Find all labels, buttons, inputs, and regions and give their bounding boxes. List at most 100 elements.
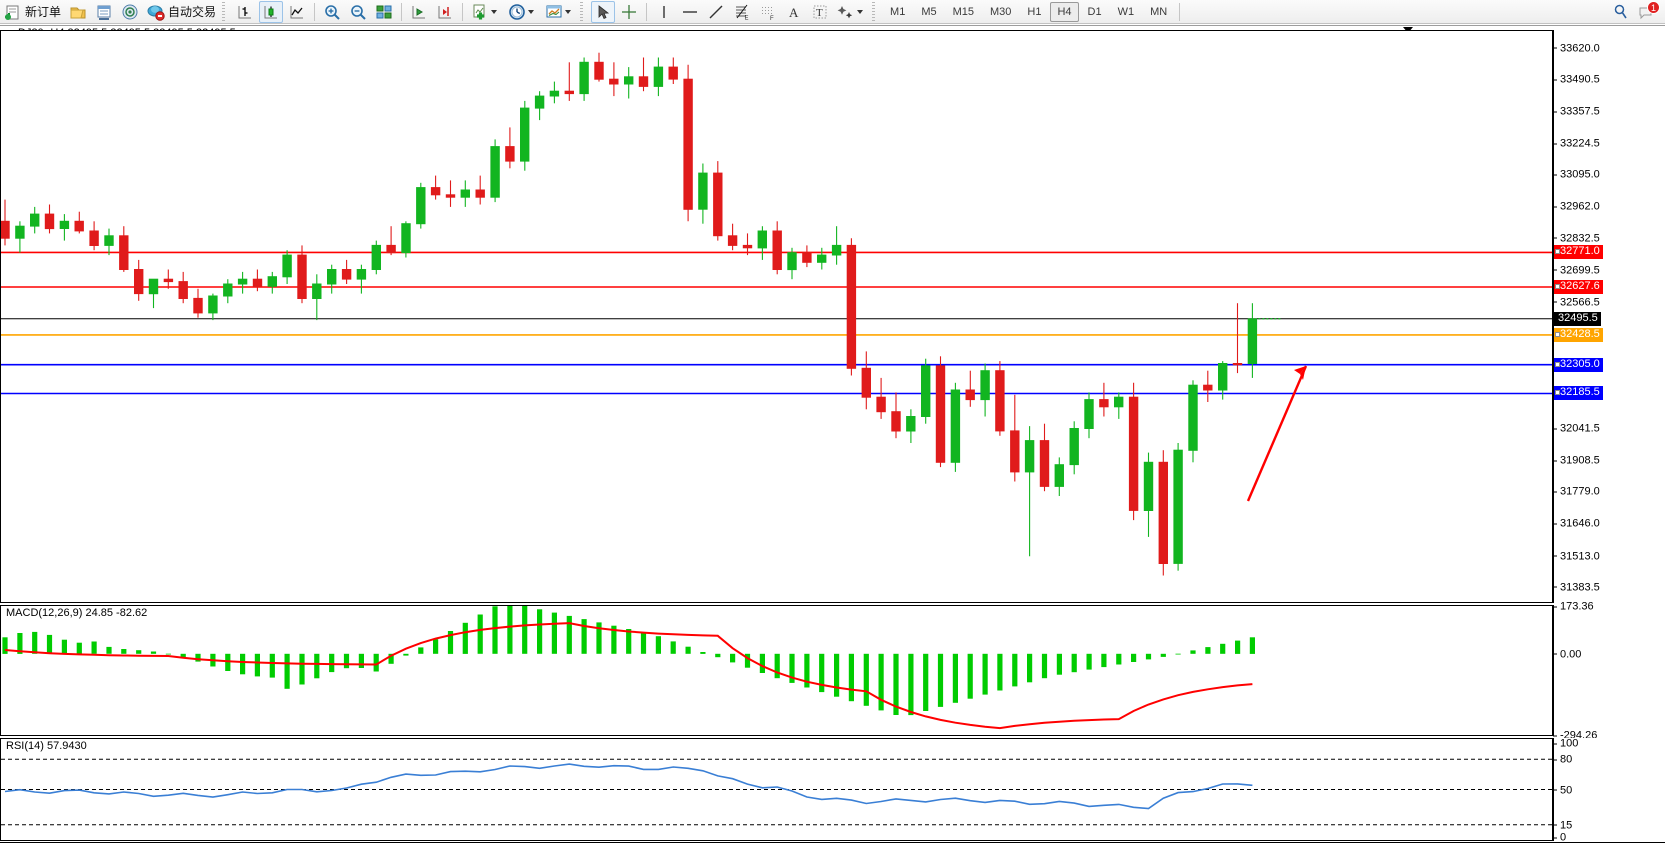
- zoom-in-button[interactable]: [320, 1, 344, 23]
- templates-icon: [545, 3, 563, 21]
- search-icon: [1612, 3, 1630, 21]
- price-tick: 32041.5: [1553, 423, 1600, 435]
- period-caret-icon[interactable]: [528, 9, 535, 14]
- svg-text:A: A: [789, 5, 799, 20]
- text-label-icon: A: [785, 3, 803, 21]
- templates-button[interactable]: [542, 1, 577, 23]
- rsi-axis: 100 80 50 15 0: [1553, 738, 1665, 844]
- macd-tick: 0.00: [1553, 648, 1581, 660]
- pivot-line-badge[interactable]: 32428.5: [1554, 327, 1603, 342]
- channel-icon: F: [759, 3, 777, 22]
- timeframe-w1[interactable]: W1: [1117, 5, 1135, 18]
- add-indicator-icon: [471, 3, 489, 21]
- rsi-tick: 80: [1553, 754, 1572, 766]
- data-window-button[interactable]: [92, 1, 116, 23]
- macd-label: MACD(12,26,9) 24.85 -82.62: [5, 607, 149, 619]
- toolbar-grip-1[interactable]: [222, 1, 229, 22]
- price-tick: 33095.0: [1553, 169, 1600, 181]
- zoom-out-button[interactable]: [346, 1, 370, 23]
- rsi-pane[interactable]: RSI(14) 57.9430: [0, 738, 1553, 841]
- horizontal-line-button[interactable]: [678, 1, 702, 23]
- toolbar-grip-3[interactable]: [872, 1, 879, 22]
- new-order-button[interactable]: 新订单: [1, 1, 64, 23]
- timeframe-m1[interactable]: M1: [890, 5, 906, 18]
- timeframe-m15[interactable]: M15: [952, 5, 974, 18]
- rsi-label: RSI(14) 57.9430: [5, 740, 88, 752]
- support-line-1-badge[interactable]: 32305.0: [1554, 357, 1603, 372]
- rsi-tick: 0: [1553, 832, 1566, 844]
- scroll-end-button[interactable]: [433, 1, 457, 23]
- timeframe-m5[interactable]: M5: [921, 5, 937, 18]
- time-axis[interactable]: 27 Feb 202328 Feb 00:0028 Feb 16:001 Mar…: [0, 842, 1665, 844]
- tile-windows-button[interactable]: [372, 1, 396, 23]
- svg-text:F: F: [770, 16, 774, 21]
- objects-caret-icon[interactable]: [857, 9, 864, 14]
- support-line-2-badge[interactable]: 32185.5: [1554, 386, 1603, 401]
- templates-caret-icon[interactable]: [565, 9, 572, 14]
- price-tick: 31908.5: [1553, 455, 1600, 467]
- price-tick: 33224.5: [1553, 138, 1600, 150]
- text-label-button[interactable]: A: [782, 1, 806, 23]
- scroll-end-icon: [436, 3, 454, 21]
- fibonacci-button[interactable]: E: [730, 1, 754, 23]
- add-indicator-caret-icon[interactable]: [491, 9, 498, 14]
- current-price-line-badge[interactable]: 32495.5: [1554, 311, 1601, 326]
- tile-windows-icon: [375, 3, 393, 21]
- crosshair-icon: [620, 3, 638, 21]
- price-tick: 31779.0: [1553, 486, 1600, 498]
- navigator-icon: [121, 3, 139, 21]
- autotrading-icon: [147, 3, 165, 21]
- line-chart-icon: [288, 3, 306, 21]
- crosshair-button[interactable]: [617, 1, 641, 23]
- rsi-tick: 100: [1553, 738, 1578, 750]
- search-button[interactable]: [1609, 1, 1633, 23]
- macd-axis: 173.36 0.00 -294.26: [1553, 601, 1665, 742]
- price-tick: 32566.5: [1553, 296, 1600, 308]
- notifications-button[interactable]: 1: [1635, 0, 1660, 23]
- horizontal-line-icon: [681, 3, 699, 21]
- bar-chart-icon: [236, 3, 254, 21]
- channel-button[interactable]: F: [756, 1, 780, 23]
- macd-pane[interactable]: MACD(12,26,9) 24.85 -82.62: [0, 605, 1553, 736]
- rsi-tick: 50: [1553, 784, 1572, 796]
- folder-button[interactable]: [66, 1, 90, 23]
- timeframe-mn[interactable]: MN: [1150, 5, 1168, 18]
- objects-icon: [837, 3, 855, 21]
- chart-window[interactable]: DJ30-,H4 32495.5 32495.5 32495.5 32495.5…: [0, 25, 1665, 844]
- timeframe-m30[interactable]: M30: [990, 5, 1012, 18]
- scroll-start-button[interactable]: [407, 1, 431, 23]
- line-chart-button[interactable]: [285, 1, 309, 23]
- vertical-line-button[interactable]: [652, 1, 676, 23]
- timeframe-h1[interactable]: H1: [1027, 5, 1042, 18]
- autotrading-button[interactable]: 自动交易: [144, 1, 219, 23]
- price-pane[interactable]: [0, 30, 1553, 603]
- price-chart-canvas[interactable]: [1, 31, 1552, 602]
- toolbar-separator-4: [646, 2, 648, 21]
- timeframe-h4[interactable]: H4: [1050, 1, 1079, 22]
- macd-tick: 173.36: [1553, 601, 1594, 613]
- candlestick-chart-icon: [262, 3, 280, 21]
- text-box-icon: T: [811, 3, 829, 21]
- timeframe-group: M1 M5 M15 M30 H1 H4 D1 W1 MN: [882, 1, 1175, 22]
- trendline-button[interactable]: [704, 1, 728, 23]
- candlestick-chart-button[interactable]: [259, 0, 284, 23]
- toolbar-separator-1: [314, 2, 316, 21]
- bar-chart-button[interactable]: [233, 1, 257, 23]
- text-box-button[interactable]: T: [808, 1, 832, 23]
- toolbar-grip-2[interactable]: [580, 1, 587, 22]
- timeframe-d1[interactable]: D1: [1087, 5, 1102, 18]
- resistance-line-2-badge[interactable]: 32627.6: [1554, 279, 1603, 294]
- price-axis[interactable]: 33620.0 33490.5 33357.5 33224.5 33095.0 32962…: [1553, 30, 1665, 603]
- price-tick: 32699.5: [1553, 264, 1600, 276]
- toolbar-separator-3: [462, 2, 464, 21]
- zoom-in-icon: [323, 3, 341, 21]
- period-button[interactable]: [505, 1, 540, 23]
- price-tick: 32832.5: [1553, 232, 1600, 244]
- cursor-button[interactable]: [591, 0, 616, 23]
- resistance-line-1-badge[interactable]: 32771.0: [1554, 245, 1603, 260]
- macd-chart-canvas: [2, 606, 1255, 730]
- objects-button[interactable]: [834, 1, 869, 23]
- add-indicator-button[interactable]: [468, 1, 503, 23]
- toolbar-separator-2: [401, 2, 403, 21]
- navigator-button[interactable]: [118, 1, 142, 23]
